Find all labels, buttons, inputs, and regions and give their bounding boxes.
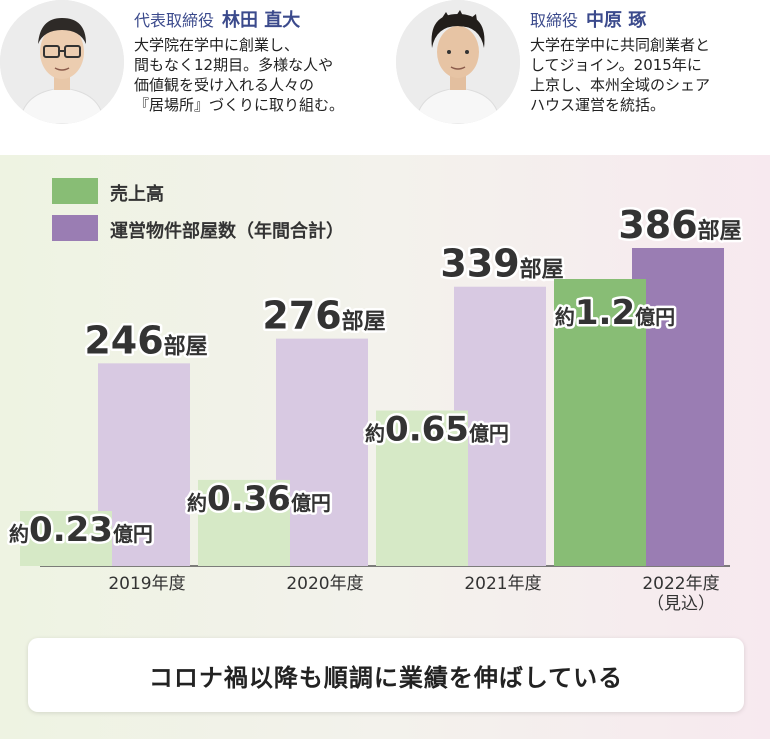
category-label: 2020年度	[286, 574, 363, 594]
bio-line: 大学在学中に共同創業者と	[530, 36, 711, 54]
data-label-sales: 約1.2億円	[555, 293, 675, 333]
bar-rooms	[454, 286, 546, 566]
bar-rooms	[98, 363, 190, 566]
category-label: 2019年度	[108, 574, 185, 594]
person-name: 林田 直大	[222, 10, 301, 31]
bio: 大学院在学中に創業し、 間もなく12期目。多様な人や 価値観を受け入れる人々の …	[134, 35, 344, 115]
data-label-rooms: 386部屋	[618, 203, 741, 247]
data-label-rooms: 246部屋	[84, 318, 207, 362]
role-title: 取締役 中原 琢	[530, 6, 646, 32]
summary-banner: コロナ禍以降も順調に業績を伸ばしている	[28, 638, 744, 712]
bio: 大学在学中に共同創業者と してジョイン。2015年に 上京し、本州全域のシェア …	[530, 35, 710, 115]
bio-line: 価値観を受け入れる人々の	[134, 76, 315, 94]
bio-line: してジョイン。2015年に	[530, 56, 702, 74]
role-label: 取締役	[530, 11, 579, 30]
legend-swatch-rooms	[52, 215, 98, 241]
data-label-sales: 約0.23億円	[9, 510, 153, 550]
category-label: （見込）	[647, 594, 715, 614]
bio-line: 間もなく12期目。多様な人や	[134, 56, 334, 74]
bar-sales	[198, 479, 290, 566]
category-label: 2021年度	[464, 574, 541, 594]
bio-line: 大学院在学中に創業し、	[134, 36, 300, 54]
bar-sales	[376, 410, 468, 566]
category-label: 2022年度	[642, 574, 719, 594]
legend-swatch-sales	[52, 178, 98, 204]
bar-rooms	[632, 248, 724, 566]
legend-label-rooms: 運営物件部屋数（年間合計）	[110, 221, 344, 242]
person-photo-icon	[0, 0, 124, 124]
person-name: 中原 琢	[586, 10, 647, 31]
bar-rooms	[276, 338, 368, 566]
data-label-sales: 約0.65億円	[365, 410, 509, 450]
avatar	[396, 0, 520, 124]
bio-line: ハウス運営を統括。	[530, 96, 666, 114]
avatar	[0, 0, 124, 124]
data-label-rooms: 276部屋	[262, 294, 385, 338]
bar-sales	[20, 510, 112, 566]
person-photo-icon	[396, 0, 520, 124]
data-label-rooms: 339部屋	[440, 242, 563, 286]
bio-line: 『居場所』づくりに取り組む。	[134, 96, 345, 114]
role-label: 代表取締役	[134, 11, 215, 30]
data-label-sales: 約0.36億円	[187, 479, 331, 519]
legend-label-sales: 売上高	[110, 184, 164, 205]
bar-sales	[554, 279, 646, 566]
role-title: 代表取締役 林田 直大	[134, 6, 300, 32]
bio-line: 上京し、本州全域のシェア	[530, 76, 711, 94]
